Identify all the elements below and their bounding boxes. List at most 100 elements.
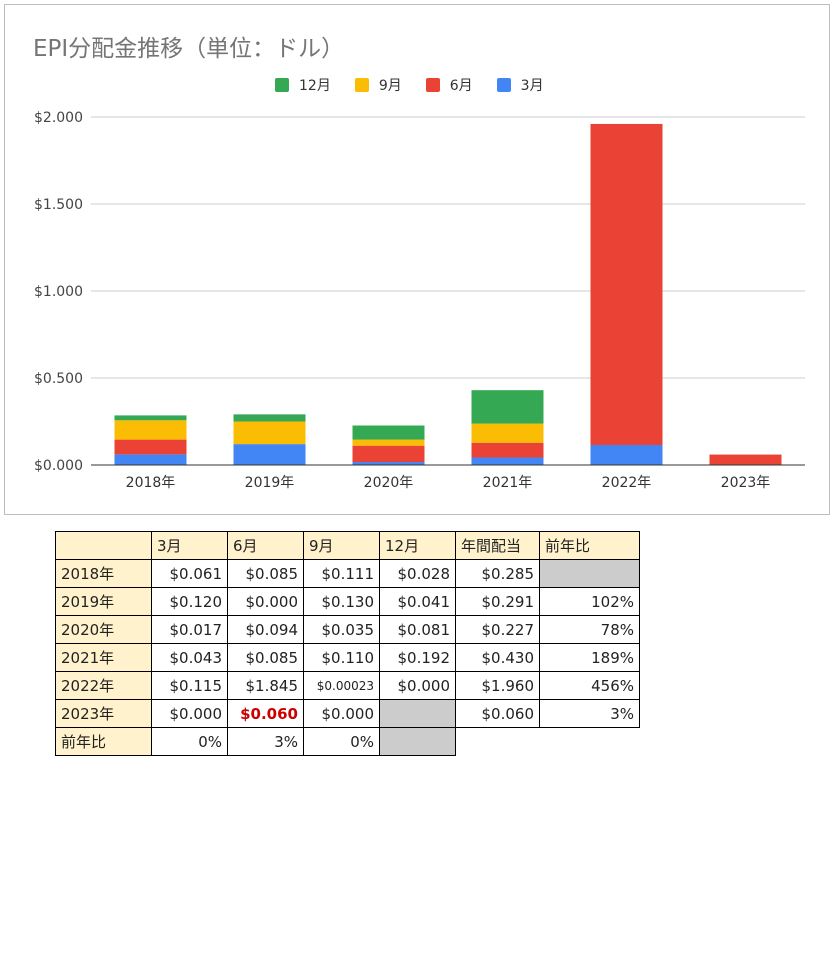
- table-empty-cell: [540, 728, 640, 756]
- bar-segment: [114, 454, 187, 465]
- x-tick-label: 2023年: [721, 475, 771, 491]
- table-cell: 3%: [227, 727, 304, 756]
- table-row: 2020年 $0.017 $0.094 $0.035 $0.081 $0.227…: [55, 615, 640, 644]
- bar-segment: [352, 425, 425, 440]
- table-cell: $1.845: [227, 671, 304, 700]
- table-header-cell: 前年比: [539, 531, 640, 560]
- table-cell: $0.000: [303, 699, 380, 728]
- legend-swatch: [354, 78, 369, 92]
- dividend-table: 3月 6月 9月 12月 年間配当 前年比 2018年 $0.061 $0.08…: [55, 531, 640, 756]
- table-cell: 0%: [303, 727, 380, 756]
- table-cell: 0%: [151, 727, 228, 756]
- table-cell: $0.085: [227, 643, 304, 672]
- table-cell: [539, 559, 640, 588]
- legend-item: 12月: [275, 75, 331, 95]
- table-cell: $0.291: [455, 587, 540, 616]
- table-cell: $0.111: [303, 559, 380, 588]
- table-cell: $0.192: [379, 643, 456, 672]
- legend-item: 9月: [354, 75, 402, 95]
- table-row: 2023年 $0.000 $0.060 $0.000 $0.060 3%: [55, 699, 640, 728]
- table-cell: 78%: [539, 615, 640, 644]
- y-tick-label: $0.500: [34, 371, 83, 387]
- bar-segment: [471, 442, 544, 458]
- legend-label: 12月: [299, 78, 331, 94]
- table-header-row: 3月 6月 9月 12月 年間配当 前年比: [55, 531, 640, 560]
- table-cell: $0.110: [303, 643, 380, 672]
- row-year-label: 2020年: [55, 615, 152, 644]
- bar-segment: [114, 415, 187, 421]
- table-cell: $0.120: [151, 587, 228, 616]
- bar-segment: [114, 420, 187, 440]
- y-tick-label: $0.000: [34, 458, 83, 474]
- x-tick-label: 2018年: [126, 475, 176, 491]
- bar-segment: [471, 423, 544, 443]
- table-empty-cell: [456, 728, 540, 756]
- table-cell: $0.430: [455, 643, 540, 672]
- table-cell-highlight: $0.060: [227, 699, 304, 728]
- legend-item: 3月: [496, 75, 544, 95]
- table-cell: $0.000: [379, 671, 456, 700]
- table-cell: $0.061: [151, 559, 228, 588]
- legend-label: 9月: [378, 78, 402, 94]
- y-tick-label: $1.500: [34, 197, 83, 213]
- row-year-label: 2021年: [55, 643, 152, 672]
- table-header-cell: 12月: [379, 531, 456, 560]
- table-cell: $0.000: [227, 587, 304, 616]
- legend-swatch: [425, 78, 440, 92]
- legend-label: 3月: [520, 78, 544, 94]
- table-cell: $0.017: [151, 615, 228, 644]
- table-row: 2021年 $0.043 $0.085 $0.110 $0.192 $0.430…: [55, 643, 640, 672]
- legend-swatch: [275, 78, 289, 92]
- bar-segment: [114, 439, 187, 455]
- x-tick-label: 2021年: [483, 475, 533, 491]
- chart-svg: $0.000 $0.500 $1.000 $1.500 $2.000 2018年 2019年…: [34, 110, 805, 491]
- row-year-label: 前年比: [55, 727, 152, 756]
- table-row: 2018年 $0.061 $0.085 $0.111 $0.028 $0.285: [55, 559, 640, 588]
- x-tick-label: 2020年: [364, 475, 414, 491]
- y-tick-label: $2.000: [34, 110, 83, 126]
- table-cell: $0.035: [303, 615, 380, 644]
- y-tick-label: $1.000: [34, 284, 83, 300]
- table-header-cell: 9月: [303, 531, 380, 560]
- chart-legend: 12月 9月 6月 3月: [275, 75, 568, 95]
- table-header-cell: [55, 531, 152, 560]
- table-header-cell: 年間配当: [455, 531, 540, 560]
- table-cell: 3%: [539, 699, 640, 728]
- table-cell: $0.094: [227, 615, 304, 644]
- bar-segment: [352, 439, 425, 446]
- bar-segment: [590, 123, 663, 445]
- chart-panel: $0.000 $0.500 $1.000 $1.500 $2.000 2018年 2019年…: [4, 4, 830, 515]
- table-cell: $0.028: [379, 559, 456, 588]
- table-cell: 189%: [539, 643, 640, 672]
- bar-segment: [709, 454, 782, 465]
- legend-item: 6月: [425, 75, 473, 95]
- table-cell: $0.227: [455, 615, 540, 644]
- table-cell: $0.081: [379, 615, 456, 644]
- x-tick-label: 2022年: [602, 475, 652, 491]
- table-header-cell: 6月: [227, 531, 304, 560]
- table-cell: 102%: [539, 587, 640, 616]
- table-row: 2022年 $0.115 $1.845 $0.00023 $0.000 $1.9…: [55, 671, 640, 700]
- table-header-cell: 3月: [151, 531, 228, 560]
- table-row: 2019年 $0.120 $0.000 $0.130 $0.041 $0.291…: [55, 587, 640, 616]
- bar-segment: [352, 462, 425, 465]
- bar-segment: [233, 421, 306, 445]
- table-cell: $0.115: [151, 671, 228, 700]
- table-cell: $0.060: [455, 699, 540, 728]
- table-cell: $0.043: [151, 643, 228, 672]
- legend-label: 6月: [449, 78, 473, 94]
- bar-segment: [590, 444, 663, 465]
- chart-title: EPI分配金推移（単位：ドル）: [33, 36, 345, 62]
- row-year-label: 2022年: [55, 671, 152, 700]
- table-cell: $0.000: [151, 699, 228, 728]
- bar-segment: [471, 457, 544, 465]
- table-footer-row: 前年比 0% 3% 0%: [55, 727, 640, 756]
- x-tick-label: 2019年: [245, 475, 295, 491]
- table-cell: [379, 699, 456, 728]
- table-cell: $0.041: [379, 587, 456, 616]
- table-cell: $0.130: [303, 587, 380, 616]
- bar-segment: [352, 445, 425, 463]
- row-year-label: 2019年: [55, 587, 152, 616]
- table-cell: $0.285: [455, 559, 540, 588]
- table-cell: $0.00023: [303, 671, 380, 700]
